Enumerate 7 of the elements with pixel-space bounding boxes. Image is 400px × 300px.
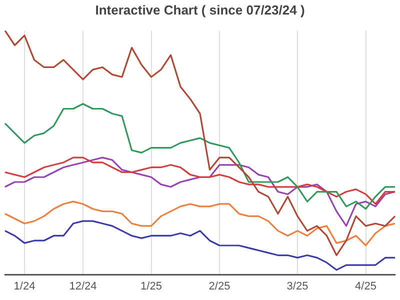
x-tick-label: 12/24 <box>69 280 97 292</box>
x-tick-label: 1/24 <box>14 280 36 292</box>
chart-title: Interactive Chart ( since 07/23/24 ) <box>95 2 305 18</box>
x-tick-label: 1/25 <box>140 280 162 292</box>
x-tick-label: 2/25 <box>208 280 230 292</box>
x-tick-label: 4/25 <box>355 280 376 292</box>
x-tick-label: 3/25 <box>286 280 308 292</box>
